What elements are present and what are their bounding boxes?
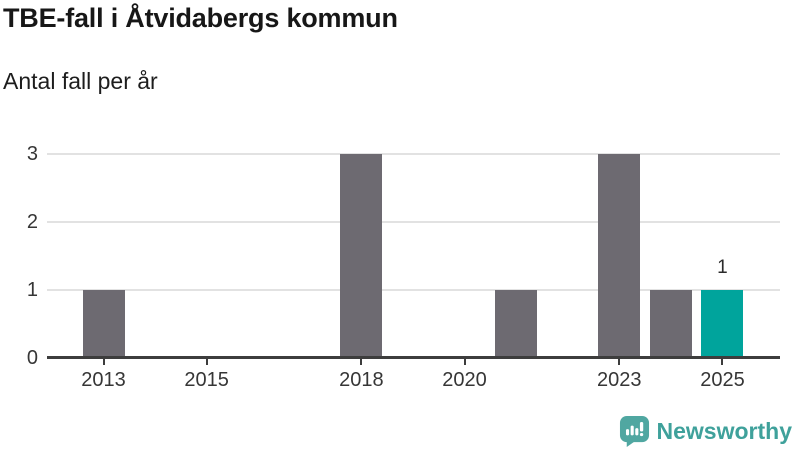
bar-2013 [82,290,125,358]
x-tick-2020 [463,359,466,365]
x-tick-label-2018: 2018 [339,369,384,391]
bar-2021 [495,290,538,358]
x-tick-label-2025: 2025 [700,369,745,391]
bar-2018 [340,154,383,358]
y-tick-label-2: 2 [26,211,38,233]
bar-2024 [649,290,692,358]
gridline-1 [47,289,780,291]
chart-subtitle: Antal fall per år [3,68,158,94]
y-tick-label-0: 0 [26,347,38,369]
brand-name: Newsworthy [656,417,792,444]
x-tick-2015 [205,359,208,365]
x-tick-label-2015: 2015 [184,369,229,391]
page-title: TBE-fall i Åtvidabergs kommun [3,3,398,33]
x-tick-2023 [618,359,621,365]
gridline-2 [47,221,780,223]
bar-chart-plot-area: 1 [47,153,780,365]
x-tick-label-2013: 2013 [81,369,126,391]
bar-2025 [701,290,744,358]
bar-2023 [598,154,641,358]
x-axis-line [47,356,780,359]
x-tick-2025 [721,359,724,365]
x-tick-2018 [360,359,363,365]
y-tick-label-3: 3 [26,143,38,165]
brand-footer: Newsworthy [619,414,792,448]
y-tick-label-1: 1 [26,279,38,301]
x-tick-label-2020: 2020 [442,369,487,391]
x-tick-label-2023: 2023 [597,369,642,391]
gridline-3 [47,153,780,155]
data-label-2025: 1 [717,257,728,278]
x-tick-2013 [102,359,105,365]
newsworthy-logo-icon [619,415,649,447]
